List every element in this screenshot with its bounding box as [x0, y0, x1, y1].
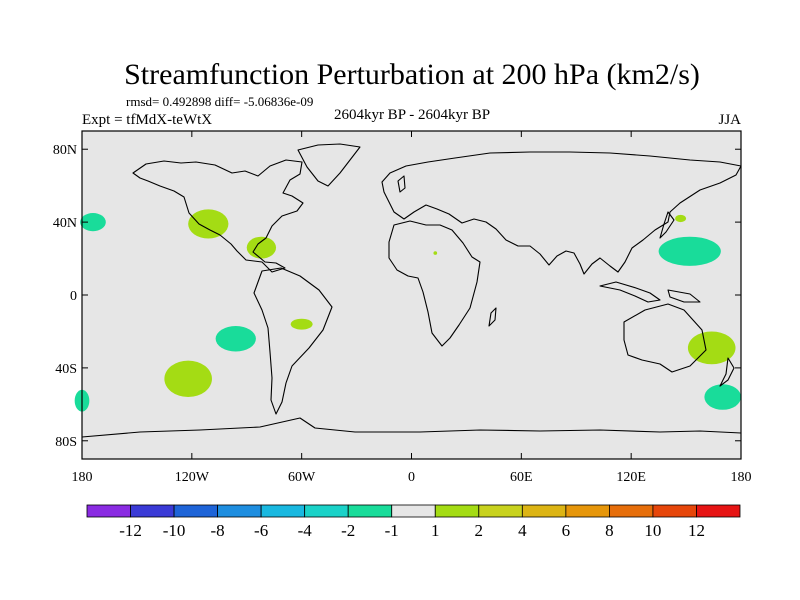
map-background	[82, 131, 741, 459]
lon-tick-label: 0	[408, 470, 415, 485]
colorbar-box	[86, 504, 131, 518]
colorbar-label: -6	[254, 521, 268, 540]
colorbar-label: -4	[298, 521, 313, 540]
anomaly-atlantic-speck	[433, 251, 438, 255]
chart-stats: rmsd= 0.492898 diff= -5.06836e-09	[126, 94, 313, 109]
chart-title: Streamfunction Perturbation at 200 hPa (…	[124, 58, 700, 91]
lat-tick-label: 40S	[55, 362, 77, 377]
anomaly-layer	[74, 209, 741, 412]
coast-north-america	[132, 159, 304, 273]
colorbar-box	[478, 504, 523, 518]
colorbar-box	[652, 504, 697, 518]
colorbar-label: 10	[644, 521, 661, 540]
colorbar-label: -12	[119, 521, 142, 540]
anomaly-n-pacific-east-negative	[80, 213, 106, 232]
coast-madagascar	[488, 307, 497, 327]
coast-africa	[388, 220, 481, 347]
coast-antarctica	[81, 417, 742, 438]
colorbar-box	[434, 504, 480, 518]
colorbar-box	[565, 504, 610, 518]
subtitle-right: JJA	[718, 112, 741, 128]
subtitle-left: Expt = tfMdX-teWtX	[82, 112, 212, 128]
colorbar-label: -10	[163, 521, 186, 540]
tick-layer: 80N 40N 0 40S 80S 180 120W 60W 0 60E 120E 180	[53, 131, 752, 485]
coast-eurasia	[381, 151, 742, 275]
colorbar-label: 12	[688, 521, 705, 540]
colorbar-box	[130, 504, 175, 518]
coastlines	[81, 143, 742, 438]
colorbar-label: 1	[431, 521, 440, 540]
colorbar-label: 6	[562, 521, 571, 540]
colorbar-box	[696, 504, 741, 518]
colorbar-label: -1	[385, 521, 399, 540]
colorbar-box	[304, 504, 349, 518]
coast-new-guinea	[667, 289, 701, 303]
colorbar-box	[609, 504, 654, 518]
colorbar-box	[173, 504, 218, 518]
coast-uk	[397, 175, 406, 193]
colorbar-box	[217, 504, 262, 518]
lon-tick-label: 120E	[616, 470, 646, 485]
coast-australia	[623, 303, 707, 373]
lon-tick-label: 60W	[288, 470, 316, 485]
colorbar-box	[260, 504, 306, 518]
coast-indonesia	[599, 281, 661, 303]
coast-greenland	[297, 143, 361, 187]
anomaly-s-pacific-negative	[215, 325, 256, 352]
anomaly-w-pacific-negative	[658, 236, 721, 266]
colorbar-label: 8	[605, 521, 614, 540]
coast-japan	[659, 211, 675, 239]
anomaly-s-ocean-negative	[704, 384, 741, 410]
lat-tick-label: 0	[70, 289, 77, 304]
colorbar-label: 2	[475, 521, 484, 540]
anomaly-japan-positive	[675, 214, 687, 223]
subtitle-center: 2604kyr BP - 2604kyr BP	[334, 107, 490, 123]
colorbar-label: -8	[211, 521, 225, 540]
coast-south-america	[253, 267, 333, 415]
colorbar-box	[347, 504, 393, 518]
anomaly-n-pacific-west-positive	[188, 209, 229, 239]
coast-new-zealand	[719, 357, 735, 387]
lon-tick-label: 120W	[175, 470, 210, 485]
lat-tick-label: 40N	[53, 216, 77, 231]
anomaly-s-pacific-positive	[164, 360, 212, 398]
colorbar-box	[391, 504, 436, 518]
anomaly-s-america-positive	[290, 318, 313, 330]
lat-tick-label: 80N	[53, 143, 77, 158]
colorbar-box	[521, 504, 567, 518]
lon-tick-label: 60E	[510, 470, 533, 485]
lat-tick-label: 80S	[55, 435, 77, 450]
lon-tick-label: 180	[72, 470, 93, 485]
lon-tick-label: 180	[731, 470, 752, 485]
colorbar-label: -2	[341, 521, 355, 540]
colorbar: -12 -10 -8 -6 -4 -2 -1 1 2 4 6 8 10 12	[86, 504, 741, 540]
anomaly-gulf-positive	[246, 236, 277, 259]
colorbar-label: 4	[518, 521, 527, 540]
